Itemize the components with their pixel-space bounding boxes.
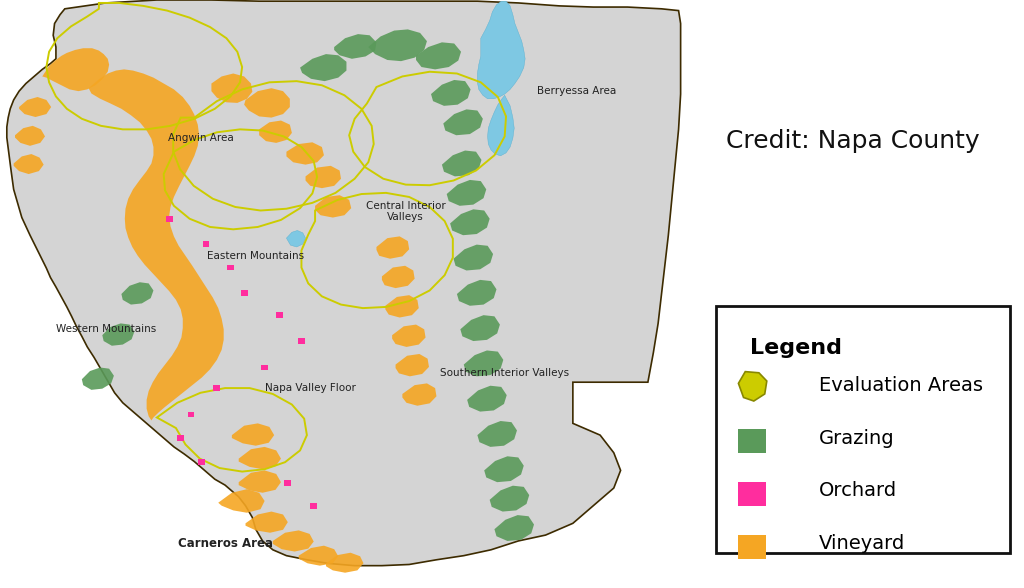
- Polygon shape: [19, 97, 51, 117]
- Polygon shape: [13, 154, 44, 174]
- Polygon shape: [246, 512, 288, 533]
- Text: Napa Valley Floor: Napa Valley Floor: [265, 383, 355, 393]
- Polygon shape: [489, 486, 529, 512]
- Polygon shape: [300, 54, 346, 81]
- Polygon shape: [315, 195, 351, 218]
- Bar: [298, 338, 305, 344]
- Polygon shape: [495, 515, 534, 541]
- Polygon shape: [89, 69, 223, 420]
- Bar: [177, 435, 184, 441]
- Text: Central Interior
Valleys: Central Interior Valleys: [366, 201, 445, 222]
- Polygon shape: [259, 121, 292, 143]
- Polygon shape: [454, 245, 494, 270]
- Polygon shape: [442, 151, 481, 176]
- Polygon shape: [477, 421, 517, 447]
- Polygon shape: [239, 447, 281, 469]
- Polygon shape: [122, 282, 154, 305]
- Polygon shape: [738, 372, 767, 401]
- Polygon shape: [416, 42, 461, 69]
- Polygon shape: [218, 489, 264, 513]
- Bar: [241, 290, 248, 296]
- Polygon shape: [382, 266, 415, 288]
- Polygon shape: [231, 423, 274, 446]
- Bar: [213, 385, 220, 391]
- FancyBboxPatch shape: [738, 482, 766, 506]
- Polygon shape: [272, 530, 313, 552]
- Polygon shape: [451, 209, 489, 235]
- Polygon shape: [464, 350, 504, 376]
- FancyBboxPatch shape: [738, 535, 766, 559]
- Bar: [203, 241, 209, 247]
- Polygon shape: [102, 323, 134, 346]
- Text: Orchard: Orchard: [819, 482, 897, 500]
- Polygon shape: [42, 48, 110, 91]
- Text: Angwin Area: Angwin Area: [168, 133, 234, 143]
- Polygon shape: [244, 88, 290, 118]
- Bar: [261, 365, 268, 370]
- Polygon shape: [287, 230, 305, 247]
- Polygon shape: [82, 368, 114, 390]
- Bar: [310, 503, 317, 509]
- Bar: [166, 216, 172, 222]
- FancyBboxPatch shape: [716, 306, 1011, 553]
- Text: Legend: Legend: [751, 338, 843, 358]
- Polygon shape: [377, 236, 410, 259]
- Bar: [227, 265, 233, 270]
- Text: Carneros Area: Carneros Area: [177, 537, 272, 550]
- Polygon shape: [299, 546, 338, 566]
- Polygon shape: [395, 354, 429, 376]
- Polygon shape: [287, 142, 324, 165]
- Polygon shape: [402, 383, 436, 406]
- Polygon shape: [467, 386, 507, 412]
- Polygon shape: [457, 280, 497, 306]
- Polygon shape: [334, 34, 377, 59]
- Polygon shape: [461, 315, 500, 341]
- Text: Vineyard: Vineyard: [819, 534, 905, 553]
- Polygon shape: [446, 180, 486, 206]
- FancyBboxPatch shape: [738, 429, 766, 453]
- Polygon shape: [477, 1, 525, 99]
- Polygon shape: [443, 109, 483, 135]
- Text: Credit: Napa County: Credit: Napa County: [726, 129, 980, 153]
- Text: Southern Interior Valleys: Southern Interior Valleys: [440, 368, 569, 379]
- Text: Eastern Mountains: Eastern Mountains: [207, 250, 304, 261]
- Bar: [187, 412, 195, 417]
- Text: Grazing: Grazing: [819, 429, 894, 447]
- Polygon shape: [211, 74, 252, 103]
- Polygon shape: [431, 80, 471, 106]
- Polygon shape: [369, 29, 427, 61]
- Polygon shape: [487, 95, 514, 156]
- Text: Western Mountains: Western Mountains: [55, 324, 156, 335]
- Text: Berryessa Area: Berryessa Area: [537, 86, 615, 96]
- Bar: [285, 480, 291, 486]
- Polygon shape: [15, 126, 45, 146]
- Polygon shape: [392, 325, 426, 347]
- Text: Evaluation Areas: Evaluation Areas: [819, 376, 983, 395]
- Bar: [198, 459, 205, 465]
- Polygon shape: [305, 166, 341, 188]
- Polygon shape: [239, 470, 281, 493]
- Bar: [276, 312, 283, 318]
- Polygon shape: [7, 0, 681, 566]
- Polygon shape: [385, 295, 419, 318]
- Polygon shape: [326, 553, 364, 573]
- Polygon shape: [484, 456, 523, 482]
